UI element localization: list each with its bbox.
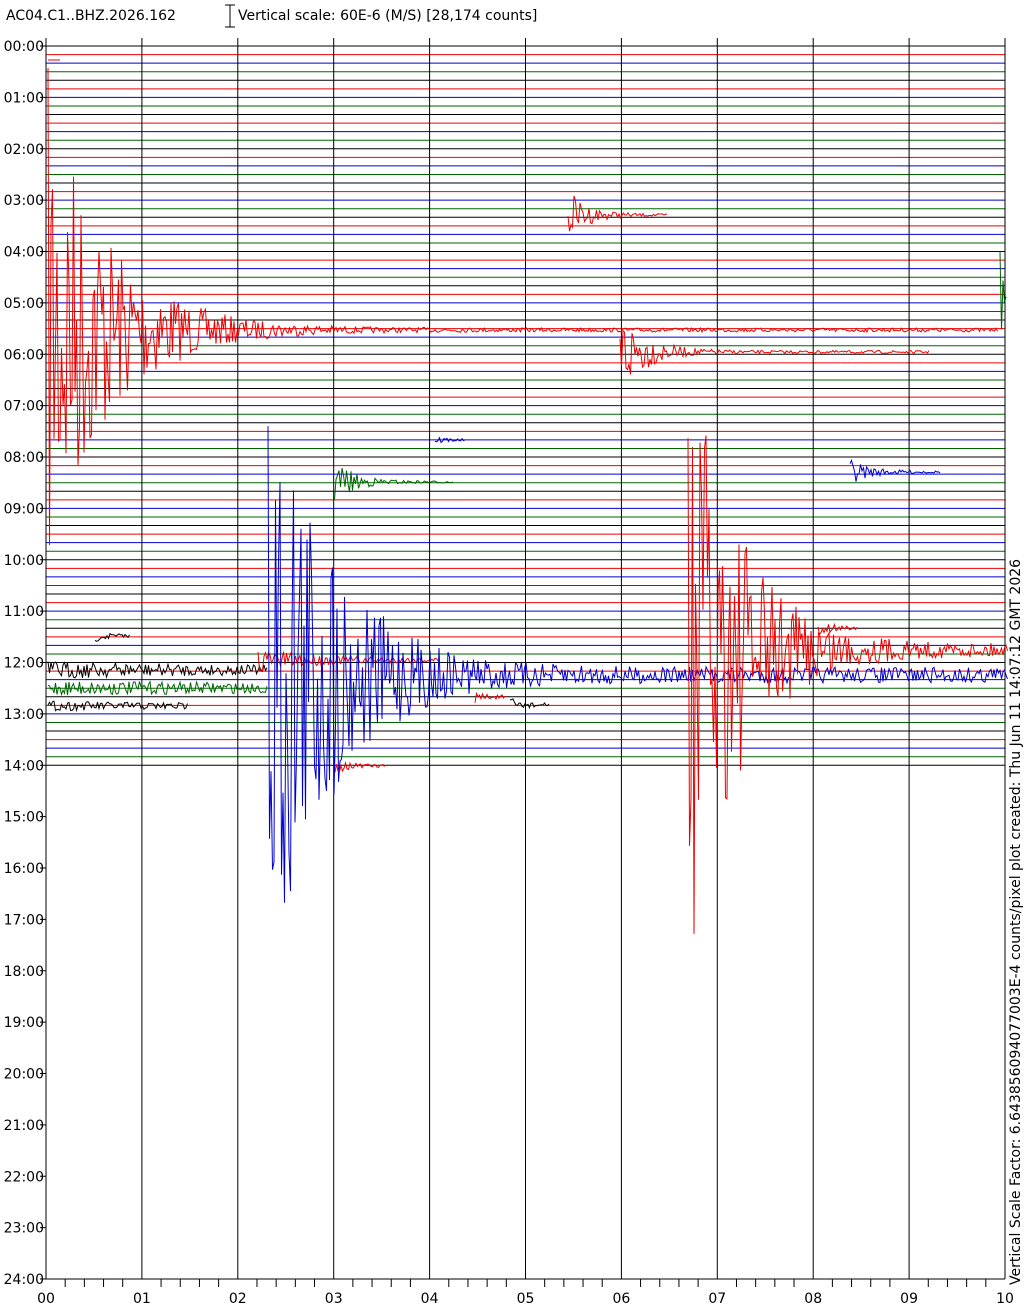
minute-label: 10 bbox=[996, 1291, 1014, 1307]
minute-label: 08 bbox=[804, 1291, 822, 1307]
waveform bbox=[47, 661, 268, 680]
station-label: AC04.C1..BHZ.2026.162 bbox=[6, 8, 176, 24]
time-label: 07:00 bbox=[4, 399, 44, 415]
waveform bbox=[567, 195, 668, 232]
time-label: 13:00 bbox=[4, 707, 44, 723]
time-label: 17:00 bbox=[4, 912, 44, 928]
time-label: 03:00 bbox=[4, 193, 44, 209]
waveform bbox=[47, 680, 268, 697]
time-label: 04:00 bbox=[4, 245, 44, 261]
minute-label: 01 bbox=[133, 1291, 151, 1307]
waveform bbox=[687, 435, 1008, 934]
waveform bbox=[434, 436, 466, 444]
waveform bbox=[509, 698, 550, 710]
time-label: 00:00 bbox=[4, 39, 44, 55]
time-label: 02:00 bbox=[4, 142, 44, 158]
time-label: 20:00 bbox=[4, 1067, 44, 1083]
time-label: 10:00 bbox=[4, 553, 44, 569]
minute-label: 02 bbox=[229, 1291, 247, 1307]
waveform bbox=[849, 458, 941, 482]
waveform bbox=[94, 632, 130, 642]
time-label: 24:00 bbox=[4, 1272, 44, 1288]
waveform bbox=[817, 622, 858, 636]
scale-label: Vertical scale: 60E-6 (M/S) [28,174 coun… bbox=[238, 8, 537, 24]
time-label: 08:00 bbox=[4, 450, 44, 466]
time-label: 06:00 bbox=[4, 347, 44, 363]
time-label: 09:00 bbox=[4, 501, 44, 517]
waveform bbox=[47, 67, 998, 546]
time-label: 01:00 bbox=[4, 90, 44, 106]
time-label: 16:00 bbox=[4, 861, 44, 877]
time-label: 21:00 bbox=[4, 1118, 44, 1134]
time-label: 12:00 bbox=[4, 656, 44, 672]
time-label: 19:00 bbox=[4, 1015, 44, 1031]
waveform bbox=[47, 700, 188, 713]
waveform bbox=[619, 329, 930, 375]
time-label: 11:00 bbox=[4, 604, 44, 620]
waveform bbox=[257, 651, 439, 673]
waveform bbox=[474, 691, 506, 703]
minute-label: 05 bbox=[517, 1291, 535, 1307]
waveform bbox=[999, 251, 1007, 330]
minute-label: 06 bbox=[612, 1291, 630, 1307]
time-label: 14:00 bbox=[4, 758, 44, 774]
side-note: Vertical Scale Factor: 6.643856094077003… bbox=[1008, 559, 1024, 1285]
time-label: 22:00 bbox=[4, 1169, 44, 1185]
minute-label: 00 bbox=[37, 1291, 55, 1307]
time-label: 18:00 bbox=[4, 964, 44, 980]
time-label: 15:00 bbox=[4, 810, 44, 826]
minute-label: 04 bbox=[421, 1291, 439, 1307]
waveform bbox=[267, 426, 1008, 903]
minute-label: 03 bbox=[325, 1291, 343, 1307]
waveform bbox=[334, 760, 385, 773]
time-label: 05:00 bbox=[4, 296, 44, 312]
time-label: 23:00 bbox=[4, 1221, 44, 1237]
waveform bbox=[332, 467, 454, 501]
minute-label: 09 bbox=[900, 1291, 918, 1307]
minute-label: 07 bbox=[708, 1291, 726, 1307]
